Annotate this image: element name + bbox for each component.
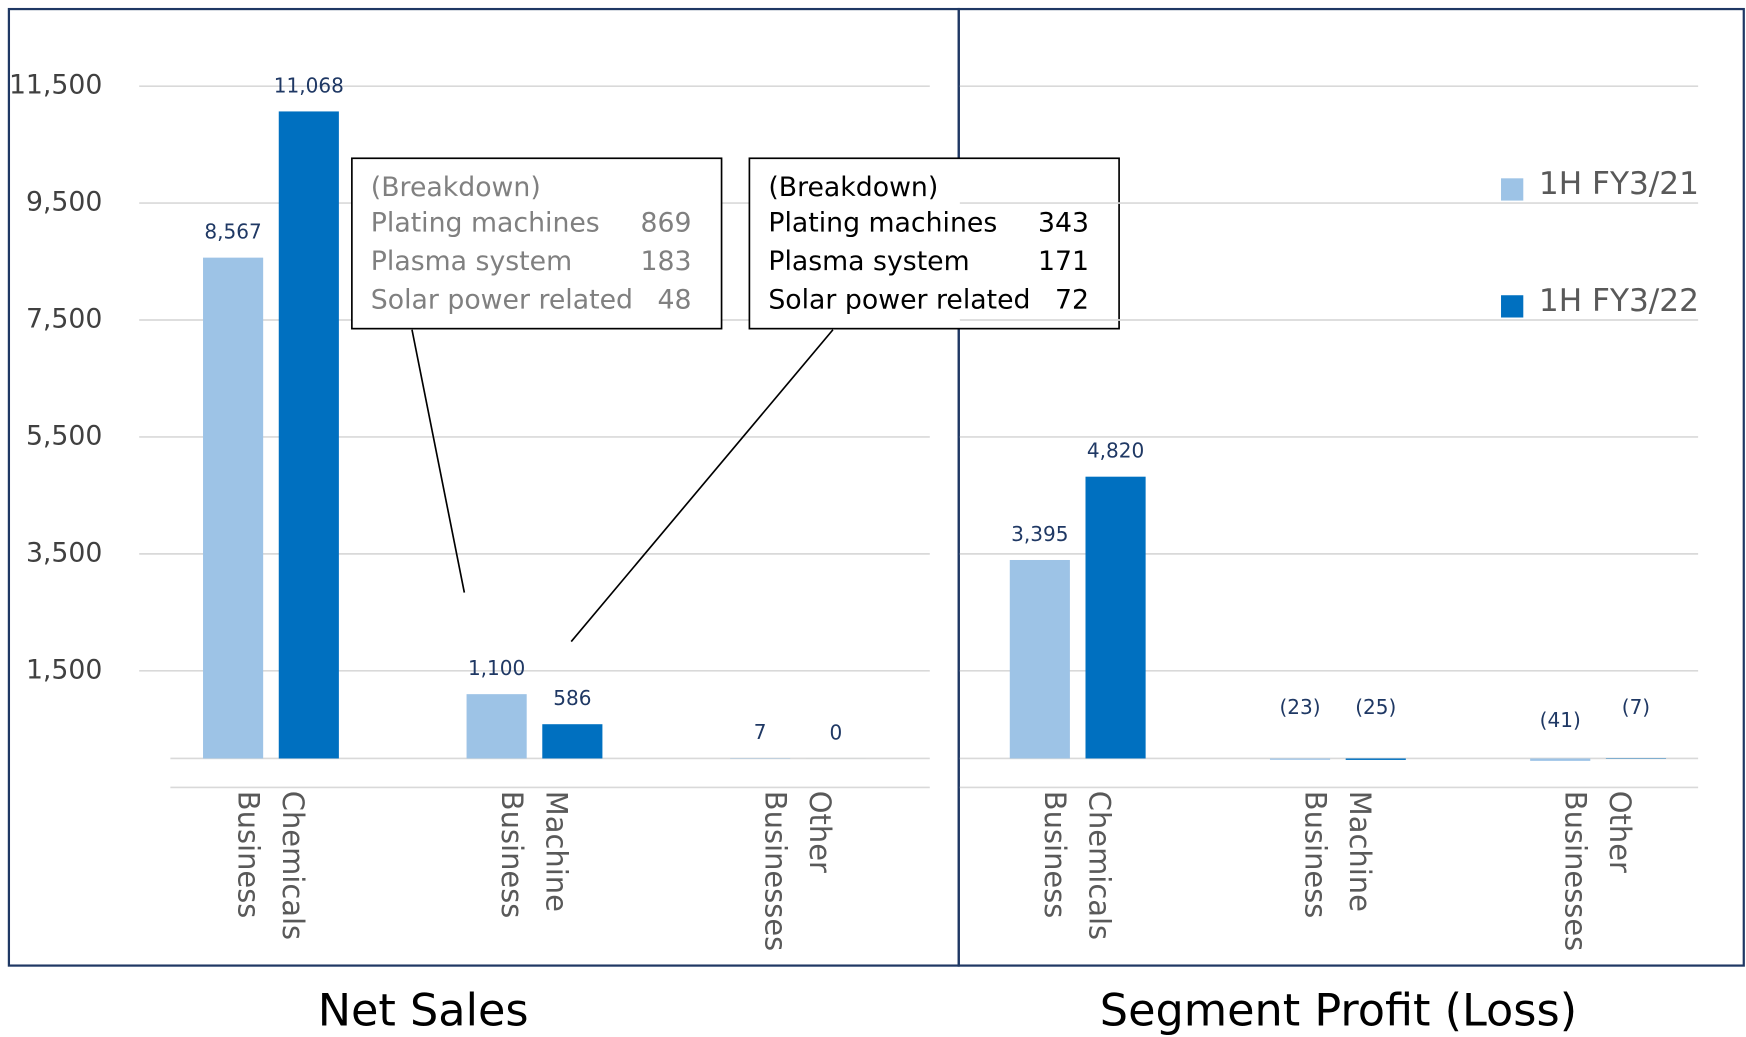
bar <box>542 724 603 759</box>
x-tick-label: Other Businesses <box>759 791 838 952</box>
annotation-item-label: Solar power related <box>768 284 1030 315</box>
x-tick-label: Chemicals Business <box>231 791 310 940</box>
x-tick-label-line: Businesses <box>1559 791 1593 952</box>
annotation-item-label: Solar power related <box>371 284 633 315</box>
x-tick-label-line: Chemicals <box>1083 791 1117 940</box>
bar <box>1269 758 1331 760</box>
y-tick-label: 3,500 <box>26 537 103 568</box>
annotation-item-value: 48 <box>657 284 691 315</box>
annotation-item-value: 343 <box>1038 207 1089 238</box>
annotation-item-label: Plating machines <box>768 207 997 238</box>
annotation-item-label: Plasma system <box>371 246 572 277</box>
x-tick-label-line: Business <box>231 791 265 919</box>
annotation-connector <box>570 329 834 643</box>
annotation-item-value: 183 <box>640 246 691 277</box>
value-label: 1,100 <box>468 656 525 680</box>
bar <box>1009 559 1070 759</box>
x-tick-label-line: Other <box>803 791 837 873</box>
x-tick-label: Machine Business <box>495 791 574 919</box>
x-tick-label-line: Other <box>1603 791 1637 873</box>
bar <box>1345 758 1406 760</box>
legend-swatch <box>1501 295 1524 318</box>
annotation-box <box>351 157 723 330</box>
annotation-item-label: Plasma system <box>768 246 969 277</box>
chart-title: Net Sales <box>318 984 529 1036</box>
y-tick-label: 9,500 <box>26 187 103 218</box>
bar <box>278 111 339 759</box>
value-label: (41) <box>1540 708 1581 732</box>
y-tick-label: 7,500 <box>26 304 103 335</box>
value-label: 8,567 <box>204 220 261 244</box>
x-tick-label-line: Business <box>1038 791 1072 919</box>
x-tick-label-line: Business <box>1298 791 1332 919</box>
bar <box>1085 476 1146 759</box>
annotation-connector <box>411 329 466 593</box>
annotation-item-value: 171 <box>1038 246 1089 277</box>
x-tick-label-line: Businesses <box>759 791 793 952</box>
y-tick-label: 1,500 <box>26 654 103 685</box>
panel-frame <box>957 7 1745 967</box>
value-label: 4,820 <box>1087 439 1144 463</box>
x-tick-label: Machine Business <box>1298 791 1377 919</box>
bar <box>466 694 527 759</box>
bar <box>203 257 264 759</box>
legend-swatch <box>1501 178 1524 201</box>
x-tick-label-line: Machine <box>540 791 574 912</box>
value-label: 7 <box>754 720 767 744</box>
y-tick-label: 11,500 <box>9 70 103 101</box>
y-tick-label: 5,500 <box>26 420 103 451</box>
annotation-item-value: 869 <box>640 207 691 238</box>
x-tick-label: Chemicals Business <box>1038 791 1117 940</box>
value-label: (7) <box>1622 695 1650 719</box>
annotation-item-label: Plating machines <box>371 207 600 238</box>
value-label: (25) <box>1355 695 1396 719</box>
chart-title: Segment Profit (Loss) <box>1100 984 1577 1036</box>
x-tick-label: Other Businesses <box>1559 791 1638 952</box>
annotation-item-value: 72 <box>1055 284 1089 315</box>
value-label: 3,395 <box>1011 522 1068 546</box>
annotation-title: (Breakdown) <box>371 172 541 203</box>
annotation-title: (Breakdown) <box>768 172 938 203</box>
value-label: 0 <box>830 720 843 744</box>
annotation-box <box>748 157 1120 330</box>
x-tick-label-line: Chemicals <box>276 791 310 940</box>
x-tick-label-line: Business <box>495 791 529 919</box>
x-tick-label-line: Machine <box>1343 791 1377 912</box>
value-label: 586 <box>553 686 591 710</box>
legend-label: 1H FY3/22 <box>1539 283 1699 319</box>
value-label: (23) <box>1279 695 1320 719</box>
bar <box>1530 758 1591 761</box>
legend-label: 1H FY3/21 <box>1539 166 1699 202</box>
value-label: 11,068 <box>274 73 344 97</box>
